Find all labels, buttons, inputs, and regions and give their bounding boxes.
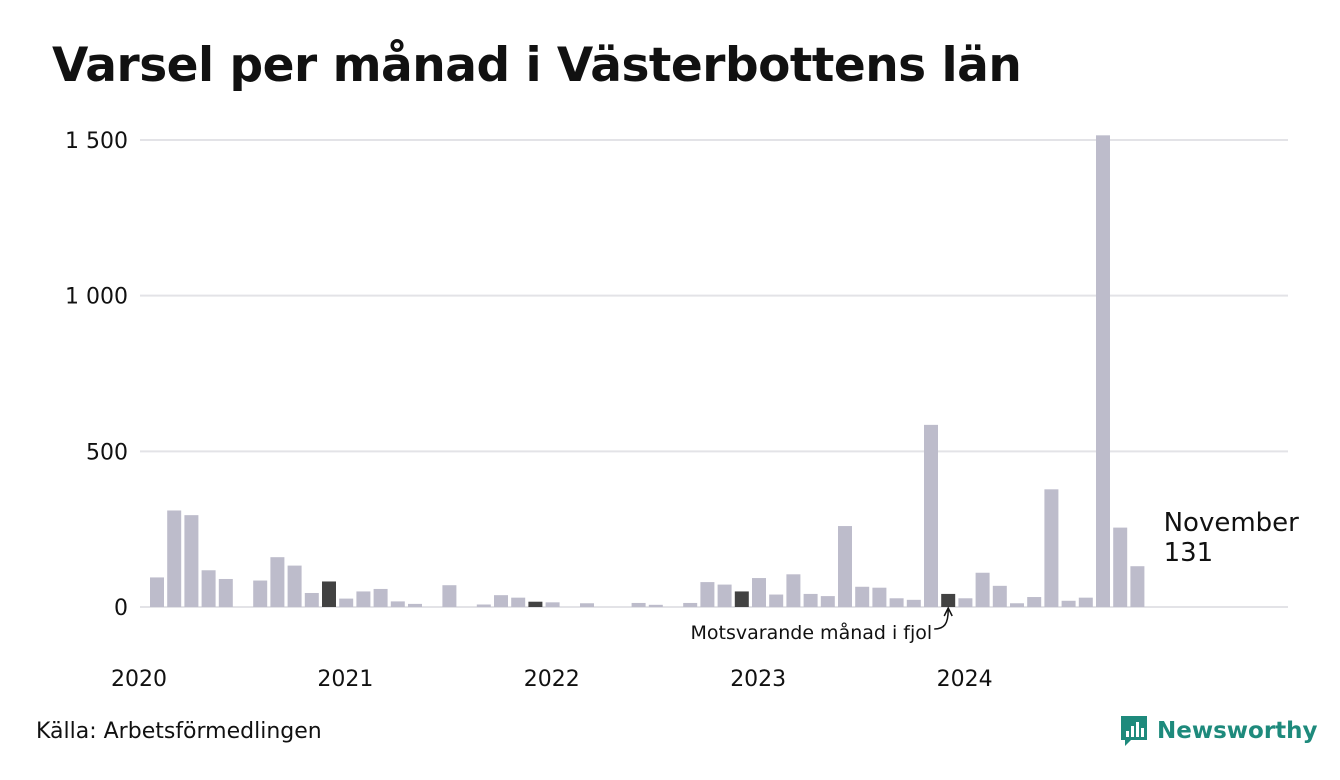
annotation-label: Motsvarande månad i fjol [691, 621, 933, 644]
bar-2022-11 [734, 591, 749, 607]
bar-2021-12 [545, 602, 560, 607]
y-tick-label: 1 000 [65, 285, 128, 310]
source-note: Källa: Arbetsförmedlingen [36, 719, 322, 744]
bar-2024-02 [992, 585, 1007, 607]
bar-2023-03 [803, 593, 818, 607]
bar-2024-05 [1044, 489, 1059, 607]
chart-title: Varsel per månad i Västerbottens län [52, 38, 1022, 93]
bar-2023-02 [786, 574, 801, 607]
brand-logo: Newsworthy [1119, 714, 1318, 748]
annotation-arrowhead [943, 606, 953, 617]
bar-2024-07 [1078, 597, 1093, 607]
y-tick-label: 500 [86, 440, 128, 465]
bar-2022-10 [717, 584, 732, 607]
bar-2021-10 [511, 597, 526, 607]
bar-2024-03 [1010, 603, 1024, 607]
bar-2021-04 [408, 603, 422, 607]
bar-2020-02 [167, 510, 182, 607]
x-year-label: 2024 [937, 667, 993, 692]
bar-2023-05 [838, 526, 852, 607]
current-value-label: 131 [1164, 538, 1214, 568]
y-tick-label: 0 [114, 596, 128, 621]
bar-2024-09 [1113, 527, 1128, 607]
bar-2024-06 [1061, 600, 1076, 607]
bar-2021-09 [494, 595, 508, 607]
bar-2024-08 [1096, 135, 1110, 607]
bar-2023-01 [769, 594, 784, 607]
bar-2023-11 [941, 593, 956, 607]
x-year-label: 2022 [524, 667, 580, 692]
y-tick-label: 1 500 [65, 129, 128, 154]
bar-2020-01 [150, 577, 164, 607]
y-axis-tick-labels: 0 500 1 000 1 500 [65, 129, 128, 621]
bar-2021-06 [442, 585, 457, 607]
bar-2023-07 [872, 587, 887, 607]
bar-2021-08 [476, 604, 491, 607]
x-axis-year-labels: 2020 2021 2022 2023 2024 [111, 667, 993, 692]
bar-2022-12 [752, 578, 766, 607]
bar-chart: 0 500 1 000 1 500 2020 2021 2022 2023 2024 Nove… [65, 129, 1300, 692]
bar-2021-03 [390, 601, 405, 607]
bar-2024-01 [975, 572, 990, 607]
bar-2020-12 [339, 598, 354, 607]
bar-2020-09 [287, 565, 302, 607]
bar-2020-11 [322, 581, 336, 607]
x-year-label: 2020 [111, 667, 167, 692]
bar-2022-06 [648, 604, 663, 607]
bar-2021-02 [373, 588, 388, 607]
bar-2023-10 [924, 424, 938, 607]
annotation-arrow [934, 609, 949, 630]
bar-2022-05 [631, 602, 646, 607]
bars [150, 135, 1145, 607]
x-year-label: 2021 [317, 667, 373, 692]
bar-2023-12 [958, 598, 973, 607]
bar-2023-09 [906, 599, 921, 607]
bar-2022-02 [580, 603, 594, 607]
bar-2020-07 [253, 580, 268, 607]
newsworthy-logo-icon [1121, 716, 1147, 746]
bar-2020-04 [201, 570, 216, 607]
x-year-label: 2023 [730, 667, 786, 692]
bar-2020-08 [270, 557, 285, 607]
bar-2024-04 [1027, 597, 1042, 607]
bar-2024-10 [1130, 566, 1145, 607]
current-month-label: November [1164, 508, 1300, 538]
brand-name: Newsworthy [1157, 718, 1318, 744]
bar-2021-11 [528, 601, 543, 607]
bar-2023-04 [820, 596, 835, 607]
bar-2021-01 [356, 591, 371, 607]
bar-2020-10 [304, 592, 319, 607]
bar-2022-08 [683, 602, 698, 607]
bar-2023-08 [889, 598, 904, 607]
bar-2022-09 [700, 582, 715, 607]
bar-2020-05 [218, 578, 233, 607]
bar-2020-03 [184, 515, 199, 607]
bar-2023-06 [855, 586, 870, 607]
